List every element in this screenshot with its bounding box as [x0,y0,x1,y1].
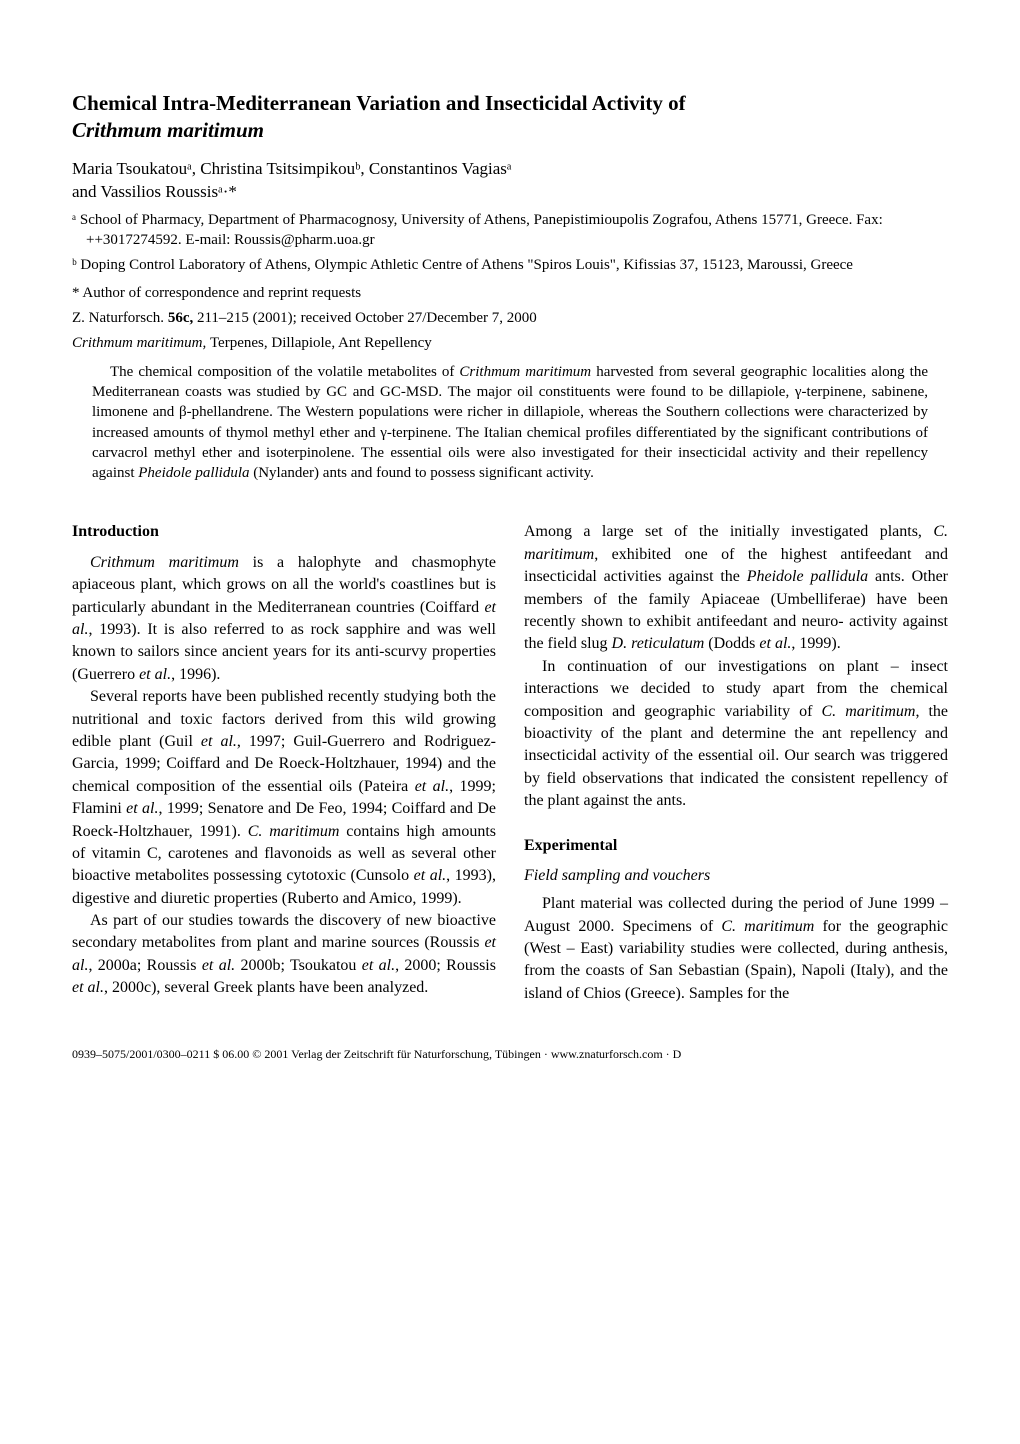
authors-line-2: and Vassilios Roussisᵃ·* [72,182,237,201]
authors: Maria Tsoukatouᵃ, Christina Tsitsimpikou… [72,157,948,205]
title-line-1: Chemical Intra-Mediterranean Variation a… [72,91,686,115]
abstract: The chemical composition of the volatile… [72,362,948,484]
column-right: Among a large set of the initially inves… [524,521,948,1005]
paper-title: Chemical Intra-Mediterranean Variation a… [72,90,948,145]
column-left: Introduction Crithmum maritimum is a hal… [72,521,496,1005]
experimental-paragraph-1: Plant material was collected during the … [524,893,948,1005]
affiliation-a: ᵃ School of Pharmacy, Department of Phar… [72,210,948,251]
keywords: Crithmum maritimum, Terpenes, Dillapiole… [72,335,948,352]
intro-paragraph-2: Several reports have been published rece… [72,686,496,910]
col2-paragraph-2: In continuation of our investigations on… [524,656,948,813]
experimental-subheading: Field sampling and vouchers [524,865,948,887]
correspondence-note: * Author of correspondence and reprint r… [72,285,948,302]
affiliation-b: ᵇ Doping Control Laboratory of Athens, O… [72,255,948,275]
body-columns: Introduction Crithmum maritimum is a hal… [72,521,948,1005]
authors-line-1: Maria Tsoukatouᵃ, Christina Tsitsimpikou… [72,159,512,178]
col2-paragraph-1: Among a large set of the initially inves… [524,521,948,655]
intro-paragraph-1: Crithmum maritimum is a halophyte and ch… [72,552,496,686]
page-footer: 0939–5075/2001/0300–0211 $ 06.00 © 2001 … [72,1047,948,1062]
title-line-2: Crithmum maritimum [72,118,264,142]
experimental-heading: Experimental [524,835,948,857]
intro-paragraph-3: As part of our studies towards the disco… [72,910,496,1000]
introduction-heading: Introduction [72,521,496,543]
citation: Z. Naturforsch. 56c, 211–215 (2001); rec… [72,310,948,327]
